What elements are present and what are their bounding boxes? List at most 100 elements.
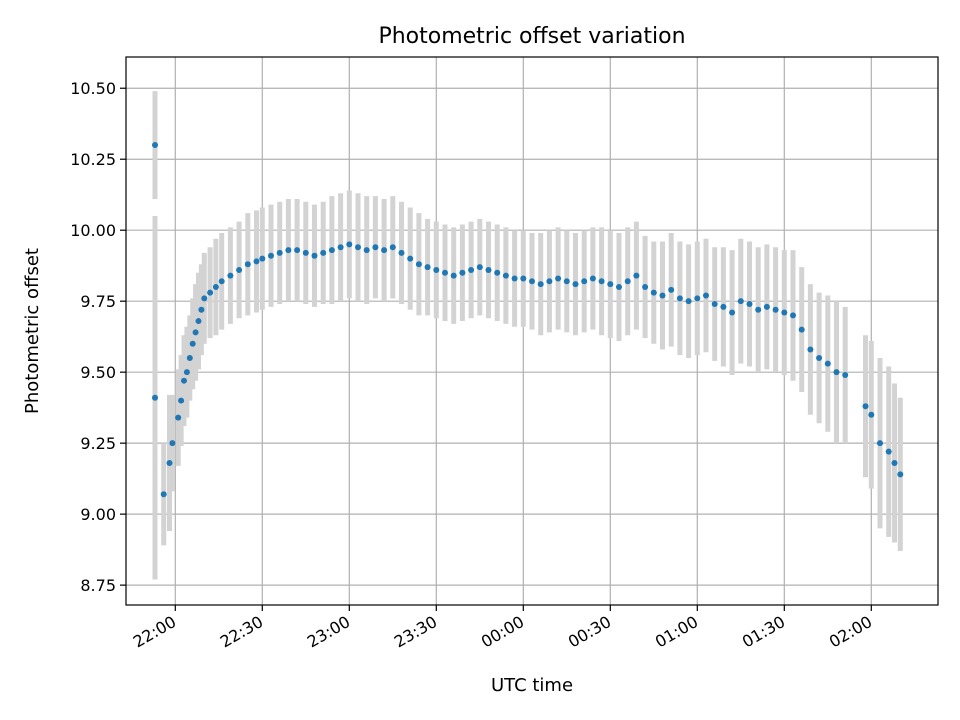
data-point [598, 278, 605, 285]
data-point [294, 247, 301, 254]
x-tick-label: 00:00 [478, 612, 527, 652]
x-tick-label: 23:00 [304, 612, 353, 652]
y-tick-label: 10.25 [70, 150, 116, 169]
data-point [616, 283, 622, 290]
x-tick-label: 02:00 [826, 612, 875, 652]
data-point [694, 295, 701, 302]
data-point [581, 278, 588, 285]
data-point [442, 269, 448, 276]
x-tick-label: 01:30 [739, 612, 788, 652]
data-point [160, 491, 167, 498]
data-point [181, 377, 187, 384]
data-point [227, 272, 234, 279]
data-point [311, 252, 318, 259]
data-point [659, 292, 666, 299]
x-axis-ticks: 22:00 22:30 23:00 23:30 00:00 00:30 01:00 01:30… [130, 605, 875, 652]
data-point [468, 266, 475, 273]
data-point [676, 295, 683, 302]
data-point [178, 397, 185, 404]
x-tick-label: 01:00 [652, 612, 701, 652]
data-point [259, 255, 266, 262]
data-point [529, 278, 535, 285]
chart-title: Photometric offset variation [378, 24, 685, 49]
data-point [166, 460, 173, 467]
x-tick-label: 23:30 [391, 612, 440, 652]
data-point [511, 275, 518, 282]
data-point [152, 142, 158, 149]
data-point [201, 295, 208, 302]
data-point [415, 261, 422, 268]
data-point [244, 261, 251, 268]
data-point [711, 301, 718, 308]
data-point [450, 272, 457, 279]
data-point [729, 309, 736, 316]
plot-frame [125, 56, 939, 606]
data-point [897, 471, 904, 478]
data-point [790, 312, 796, 319]
error-bars [152, 91, 903, 580]
data-point [807, 346, 814, 353]
data-point [607, 281, 614, 288]
y-tick-label: 10.50 [70, 79, 116, 98]
data-point [433, 266, 440, 273]
data-point [398, 249, 405, 256]
data-point [355, 244, 361, 251]
data-point [563, 278, 570, 285]
data-point [268, 252, 274, 259]
data-point [668, 286, 675, 293]
x-tick-label: 00:30 [565, 612, 614, 652]
y-tick-label: 9.25 [80, 434, 116, 453]
y-axis-label: Photometric offset [22, 248, 43, 414]
data-point [328, 247, 335, 254]
data-point [589, 275, 596, 282]
data-point [476, 264, 483, 271]
data-point [885, 448, 892, 455]
data-point [633, 272, 640, 279]
y-tick-label: 10.00 [70, 221, 116, 240]
data-point [862, 403, 869, 410]
data-point [763, 303, 770, 310]
y-tick-label: 9.50 [80, 363, 116, 382]
data-point [868, 411, 875, 418]
data-point [502, 272, 509, 279]
data-point [207, 289, 214, 296]
data-point [485, 266, 492, 273]
y-axis-ticks: 8.75 9.00 9.25 9.50 9.75 10.00 10.25 10.50 [70, 79, 126, 595]
data-point [755, 306, 762, 313]
data-point [781, 309, 788, 316]
y-tick-label: 8.75 [80, 576, 116, 595]
x-tick-label: 22:30 [217, 612, 266, 652]
data-point [363, 247, 370, 254]
data-point [642, 283, 649, 290]
data-point [195, 318, 202, 325]
data-point [346, 241, 353, 248]
data-points [152, 142, 904, 498]
data-point [218, 278, 225, 285]
data-point [798, 326, 805, 333]
data-point [737, 298, 744, 305]
data-point [186, 354, 193, 361]
data-point [189, 340, 196, 347]
data-point [212, 283, 219, 290]
data-point [236, 266, 243, 273]
data-point [407, 255, 414, 262]
data-point [389, 244, 396, 251]
data-point [624, 278, 631, 285]
data-point [459, 269, 466, 276]
data-point [572, 281, 579, 288]
y-tick-label: 9.00 [80, 505, 116, 524]
grid [126, 57, 938, 605]
data-point [198, 306, 205, 313]
data-point [320, 249, 327, 256]
data-point [555, 275, 562, 282]
data-point [381, 247, 388, 254]
data-point [285, 247, 292, 254]
data-point [253, 258, 260, 265]
data-point [685, 298, 692, 305]
data-point [494, 269, 501, 276]
data-point [842, 372, 849, 379]
data-point [175, 414, 182, 421]
y-tick-label: 9.75 [80, 292, 116, 311]
data-point [276, 249, 283, 256]
data-point [372, 244, 379, 251]
